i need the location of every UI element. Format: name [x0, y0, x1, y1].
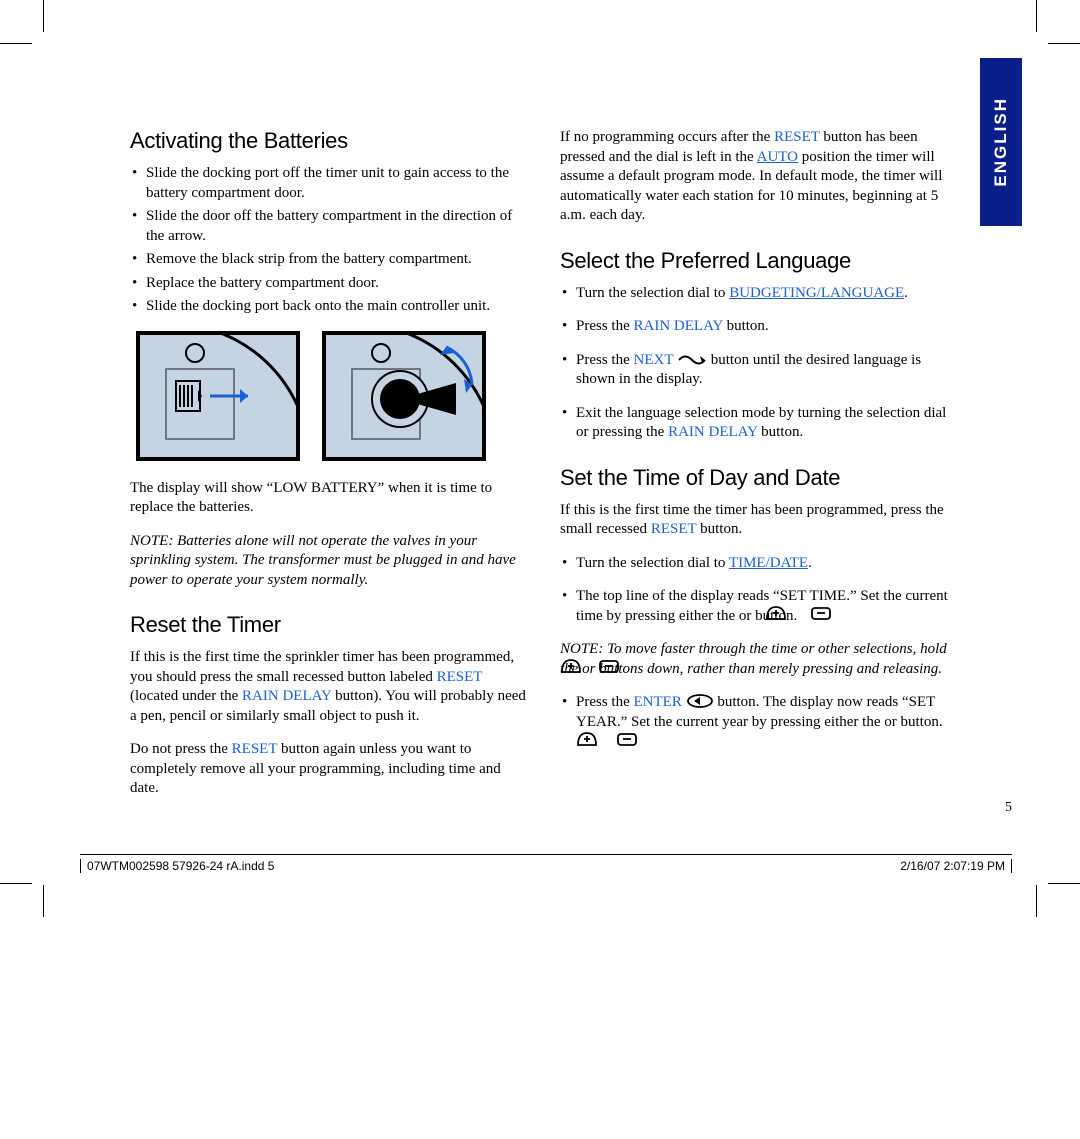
minus-button-icon — [810, 605, 832, 621]
list-item: Slide the docking port back onto the mai… — [130, 297, 528, 317]
right-column: If no programming occurs after the RESET… — [560, 128, 958, 813]
page-number: 5 — [1005, 800, 1012, 816]
footer: 07WTM002598 57926-24 rA.indd 5 2/16/07 2… — [80, 854, 1012, 873]
reset-label: RESET — [232, 741, 278, 757]
footer-right: 2/16/07 2:07:19 PM — [900, 859, 1012, 873]
reset-timer-p2: Do not press the RESET button again unle… — [130, 740, 528, 799]
reset-label: RESET — [774, 129, 820, 145]
budgeting-language-label: BUDGETING/LANGUAGE — [729, 285, 904, 301]
figure-battery-door — [136, 331, 300, 461]
text: button. — [696, 521, 742, 537]
language-steps-list: Turn the selection dial to BUDGETING/LAN… — [560, 284, 958, 443]
reset-label: RESET — [651, 521, 697, 537]
battery-steps-list: Slide the docking port off the timer uni… — [130, 164, 528, 317]
default-program-text: If no programming occurs after the RESET… — [560, 128, 958, 226]
text: button. — [757, 424, 803, 440]
time-date-list: Turn the selection dial to TIME/DATE. Th… — [560, 554, 958, 627]
text: Press the — [576, 694, 634, 710]
text: Press the — [576, 318, 634, 334]
text: . — [904, 285, 908, 301]
list-item: Slide the docking port off the timer uni… — [130, 164, 528, 203]
list-item: The top line of the display reads “SET T… — [560, 587, 958, 626]
hold-button-note: NOTE: To move faster through the time or… — [560, 640, 958, 679]
minus-button-icon — [616, 731, 638, 747]
reset-timer-p1: If this is the first time the sprinkler … — [130, 648, 528, 726]
heading-reset-timer: Reset the Timer — [130, 612, 528, 638]
language-tab-label: ENGLISH — [991, 97, 1011, 187]
page-content: Activating the Batteries Slide the docki… — [130, 128, 960, 813]
heading-preferred-language: Select the Preferred Language — [560, 248, 958, 274]
time-date-label: TIME/DATE — [729, 555, 808, 571]
list-item: Press the RAIN DELAY button. — [560, 317, 958, 337]
plus-button-icon — [560, 658, 582, 674]
next-icon — [677, 351, 707, 369]
heading-activating-batteries: Activating the Batteries — [130, 128, 528, 154]
text: Turn the selection dial to — [576, 285, 729, 301]
auto-label: AUTO — [757, 149, 798, 165]
plus-button-icon — [765, 605, 787, 621]
text: Press the — [576, 352, 634, 368]
list-item: Slide the door off the battery compartme… — [130, 207, 528, 246]
minus-button-icon — [598, 658, 620, 674]
text: If no programming occurs after the — [560, 129, 774, 145]
next-label: NEXT — [634, 352, 674, 368]
text: If this is the first time the timer has … — [560, 502, 944, 538]
list-item: Turn the selection dial to BUDGETING/LAN… — [560, 284, 958, 304]
battery-note: NOTE: Batteries alone will not operate t… — [130, 532, 528, 591]
list-item: Remove the black strip from the battery … — [130, 250, 528, 270]
footer-left: 07WTM002598 57926-24 rA.indd 5 — [80, 859, 274, 873]
set-time-intro: If this is the first time the timer has … — [560, 501, 958, 540]
plus-button-icon — [576, 731, 598, 747]
reset-label: RESET — [437, 669, 483, 685]
enter-step-list: Press the ENTER button. The display now … — [560, 693, 958, 732]
text: Turn the selection dial to — [576, 555, 729, 571]
enter-icon — [686, 693, 714, 709]
figure-row — [136, 331, 528, 461]
rain-delay-label: RAIN DELAY — [634, 318, 723, 334]
list-item: Replace the battery compartment door. — [130, 274, 528, 294]
text: (located under the — [130, 688, 242, 704]
left-column: Activating the Batteries Slide the docki… — [130, 128, 528, 813]
text: button. — [723, 318, 769, 334]
list-item: Exit the language selection mode by turn… — [560, 404, 958, 443]
enter-label: ENTER — [634, 694, 682, 710]
figure-rotate-knob — [322, 331, 486, 461]
language-tab: ENGLISH — [980, 58, 1022, 226]
text: . — [808, 555, 812, 571]
text: Do not press the — [130, 741, 232, 757]
text: The top line of the display reads “SET T… — [576, 588, 948, 624]
heading-set-time-date: Set the Time of Day and Date — [560, 465, 958, 491]
list-item: Press the ENTER button. The display now … — [560, 693, 958, 732]
list-item: Turn the selection dial to TIME/DATE. — [560, 554, 958, 574]
rain-delay-label: RAIN DELAY — [242, 688, 331, 704]
low-battery-text: The display will show “LOW BATTERY” when… — [130, 479, 528, 518]
rain-delay-label: RAIN DELAY — [668, 424, 757, 440]
list-item: Press the NEXT button until the desired … — [560, 351, 958, 390]
